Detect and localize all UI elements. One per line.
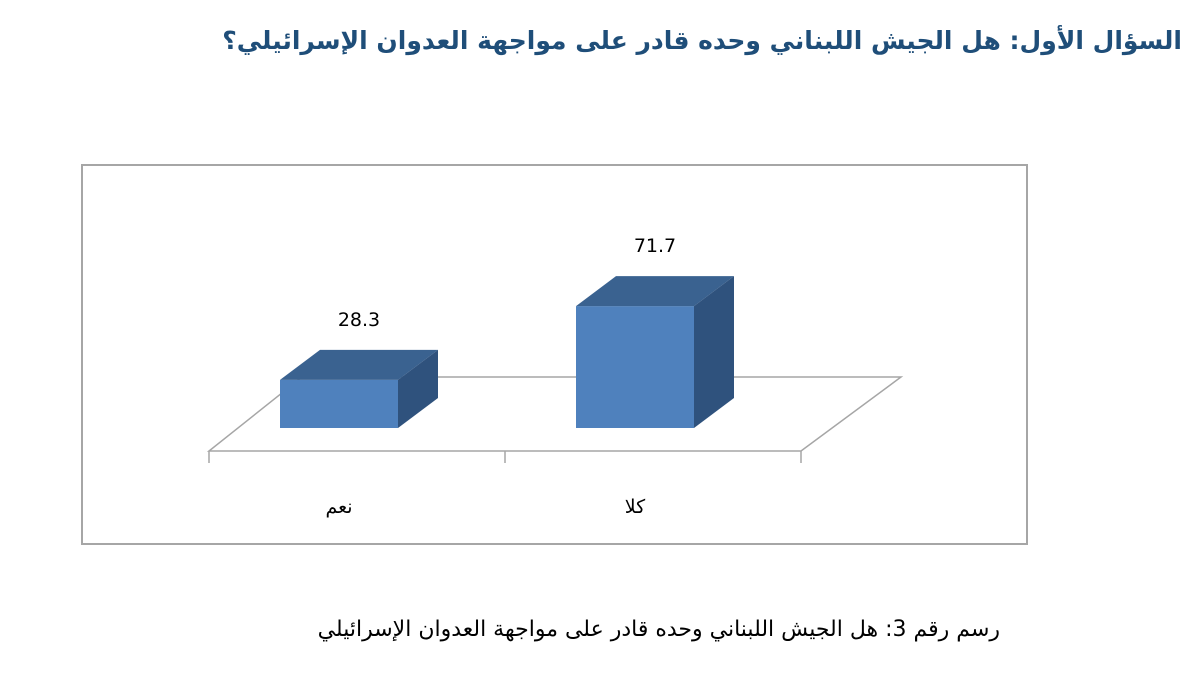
figure-caption: رسم رقم 3: هل الجيش اللبناني وحده قادر ع… — [317, 617, 1000, 642]
bar-chart: 28.3 نعم 71.7 كلا — [206, 235, 904, 518]
data-label: 28.3 — [338, 309, 380, 331]
bar-top — [280, 349, 438, 380]
bar — [576, 306, 694, 428]
bar-side — [398, 349, 438, 428]
category-label: نعم — [325, 496, 352, 518]
chart-frame: 28.3 نعم 71.7 كلا — [81, 164, 1028, 545]
bar-top — [576, 276, 734, 307]
bar-side — [694, 276, 734, 428]
bar — [280, 379, 398, 428]
category-label: كلا — [625, 496, 646, 518]
data-label: 71.7 — [634, 235, 676, 257]
page-title: السؤال الأول: هل الجيش اللبناني وحده قاد… — [222, 26, 1182, 55]
